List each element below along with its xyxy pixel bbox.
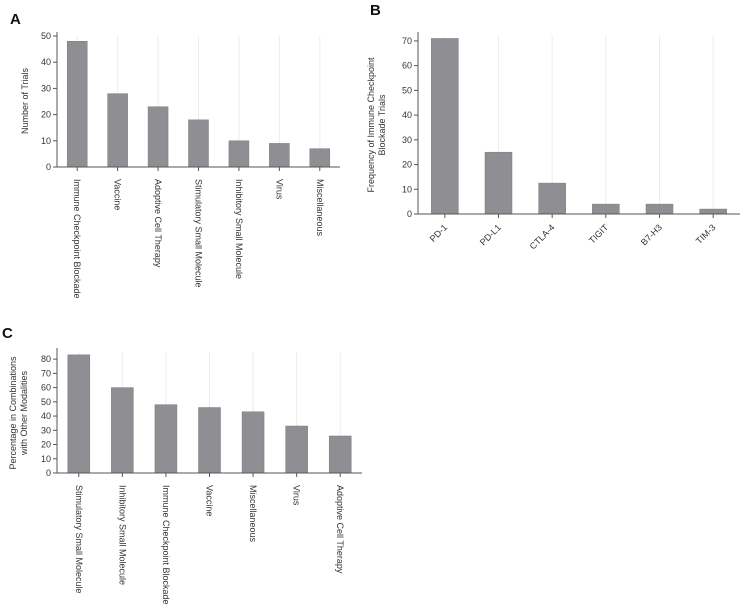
category-label: Vaccine (205, 485, 215, 516)
bar-stimulatory-small-molecule (67, 354, 91, 474)
category-label: Vaccine (113, 179, 123, 210)
bar-ctla-4 (538, 182, 566, 215)
y-tick-label: 40 (41, 411, 51, 421)
bar-miscellaneous (309, 148, 331, 168)
y-tick-label: 20 (402, 160, 412, 170)
bar-b7-h3 (645, 203, 674, 215)
y-tick-label: 30 (41, 425, 51, 435)
panel-letter: A (10, 11, 21, 28)
category-label: Miscellaneous (248, 485, 258, 543)
category-label: TIGIT (587, 222, 611, 246)
y-tick-label: 80 (41, 354, 51, 364)
category-label: Inhibitory Small Molecule (117, 485, 127, 585)
panel-letter: B (370, 2, 381, 19)
y-tick-label: 60 (41, 383, 51, 393)
y-tick-label: 10 (41, 454, 51, 464)
category-label: Immune Checkpoint Blockade (72, 179, 82, 299)
category-label: Inhibitory Small Molecule (234, 179, 244, 279)
y-tick-label: 50 (41, 31, 51, 41)
category-label: PD-L1 (478, 222, 503, 247)
y-tick-label: 30 (402, 135, 412, 145)
category-label: Adoptive Cell Therapy (335, 485, 345, 574)
category-label: Stimulatory Small Molecule (74, 485, 84, 594)
panel-letter: C (2, 325, 13, 342)
bar-immune-checkpoint-blockade (154, 404, 178, 474)
bar-vaccine (107, 93, 128, 168)
y-tick-label: 10 (41, 136, 51, 146)
category-label: Virus (274, 179, 284, 200)
category-label: TIM-3 (694, 222, 718, 246)
bar-adoptive-cell-therapy (147, 106, 169, 168)
category-label: Virus (292, 485, 302, 506)
bar-tigit (592, 203, 620, 215)
y-axis-title: Percentage in Combinationswith Other Mod… (8, 356, 29, 470)
y-tick-label: 40 (41, 57, 51, 67)
y-tick-label: 70 (41, 368, 51, 378)
category-label: Stimulatory Small Molecule (194, 179, 204, 288)
chart-panel-b: B 0 10 20 30 40 50 60 70 PD-1 PD-L1 CTLA-4 TIGIT B7-H… (366, 2, 740, 251)
category-label: Immune Checkpoint Blockade (161, 485, 171, 605)
category-label: CTLA-4 (528, 222, 557, 251)
y-tick-label: 10 (402, 184, 412, 194)
bar-stimulatory-small-molecule (188, 119, 209, 168)
category-label: PD-1 (428, 222, 450, 244)
category-label: B7-H3 (639, 222, 664, 247)
bar-pd-1 (431, 38, 459, 215)
y-tick-label: 50 (41, 397, 51, 407)
y-tick-label: 0 (46, 468, 51, 478)
y-tick-label: 30 (41, 83, 51, 93)
y-tick-label: 0 (46, 162, 51, 172)
y-tick-label: 40 (402, 110, 412, 120)
y-tick-label: 70 (402, 36, 412, 46)
bar-adoptive-cell-therapy (328, 435, 352, 474)
bar-pd-l1 (484, 151, 513, 215)
bar-inhibitory-small-molecule (228, 140, 250, 168)
chart-panel-c: C 0 10 20 30 40 50 60 70 80 Stimulatory Small Mole… (2, 325, 362, 605)
bar-inhibitory-small-molecule (111, 387, 134, 474)
y-tick-label: 20 (41, 110, 51, 120)
y-tick-label: 50 (402, 85, 412, 95)
bar-virus (285, 425, 308, 474)
y-tick-label: 20 (41, 440, 51, 450)
bar-tim-3 (699, 208, 727, 215)
bar-vaccine (198, 407, 221, 474)
bar-miscellaneous (241, 411, 265, 474)
category-label: Adoptive Cell Therapy (153, 179, 163, 268)
y-tick-label: 60 (402, 61, 412, 71)
y-tick-label: 0 (407, 209, 412, 219)
y-axis-title: Frequency of Immune CheckpointBlockade T… (366, 57, 387, 193)
category-label: Miscellaneous (315, 179, 325, 237)
y-axis-title: Number of Trials (20, 67, 30, 134)
bar-immune-checkpoint-blockade (66, 40, 88, 168)
chart-panel-a: A 0 10 20 30 40 50 Immune Checkpoint Blockade Va… (10, 11, 340, 299)
bar-virus (269, 143, 290, 168)
